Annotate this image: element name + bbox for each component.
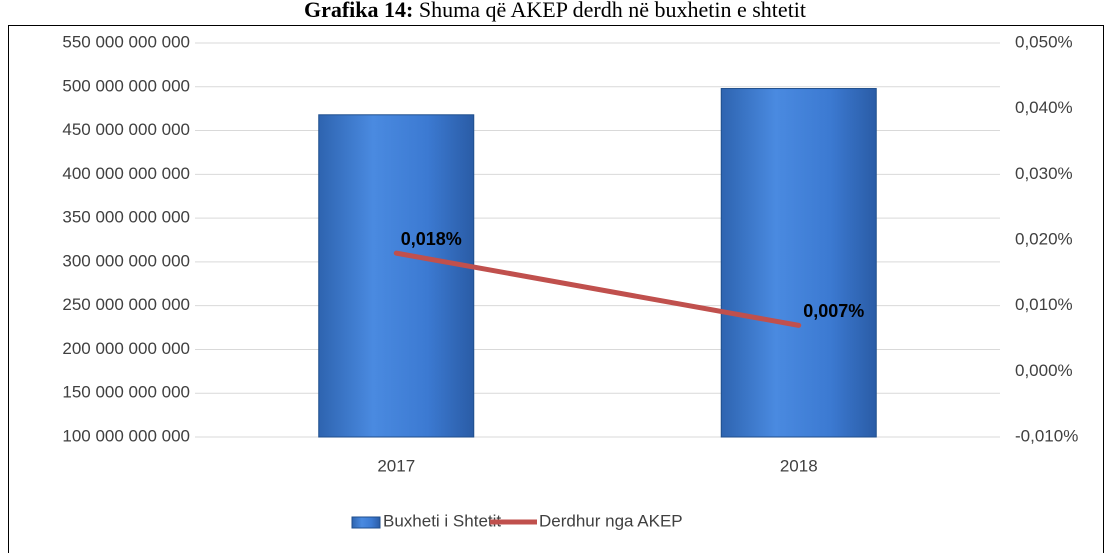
y-tick-label: 200 000 000 000 xyxy=(62,339,190,358)
legend-label: Derdhur nga AKEP xyxy=(539,511,683,530)
y2-tick-label: 0,000% xyxy=(1015,361,1073,380)
y-tick-label: 500 000 000 000 xyxy=(62,76,190,95)
line xyxy=(393,250,802,328)
data-label: 0,007% xyxy=(803,301,864,321)
legend-label: Buxheti i Shtetit xyxy=(383,511,501,530)
y-tick-label: 100 000 000 000 xyxy=(62,426,190,445)
y2-tick-label: 0,050% xyxy=(1015,32,1073,51)
bar xyxy=(720,88,877,438)
y-tick-label: 250 000 000 000 xyxy=(62,295,190,314)
data-label: 0,018% xyxy=(401,229,462,249)
title-prefix: Grafika 14: xyxy=(304,0,413,22)
y2-tick-label: 0,040% xyxy=(1015,98,1073,117)
y-tick-label: 150 000 000 000 xyxy=(62,383,190,402)
legend-swatch xyxy=(351,516,381,529)
y-tick-label: 400 000 000 000 xyxy=(62,164,190,183)
y2-tick-label: 0,010% xyxy=(1015,295,1073,314)
y-tick-label: 450 000 000 000 xyxy=(62,120,190,139)
x-tick-label: 2018 xyxy=(780,456,818,475)
y2-tick-label: -0,010% xyxy=(1015,426,1078,445)
title-text: Shuma që AKEP derdh në buxhetin e shteti… xyxy=(419,0,806,22)
chart-border xyxy=(8,25,1104,558)
y-tick-label: 550 000 000 000 xyxy=(62,32,190,51)
chart-title: Grafika 14: Shuma që AKEP derdh në buxhe… xyxy=(304,0,806,22)
bar xyxy=(318,114,475,438)
x-tick-label: 2017 xyxy=(377,456,415,475)
y2-tick-label: 0,030% xyxy=(1015,164,1073,183)
y2-tick-label: 0,020% xyxy=(1015,229,1073,248)
y-tick-label: 300 000 000 000 xyxy=(62,251,190,270)
y-tick-label: 350 000 000 000 xyxy=(62,208,190,227)
